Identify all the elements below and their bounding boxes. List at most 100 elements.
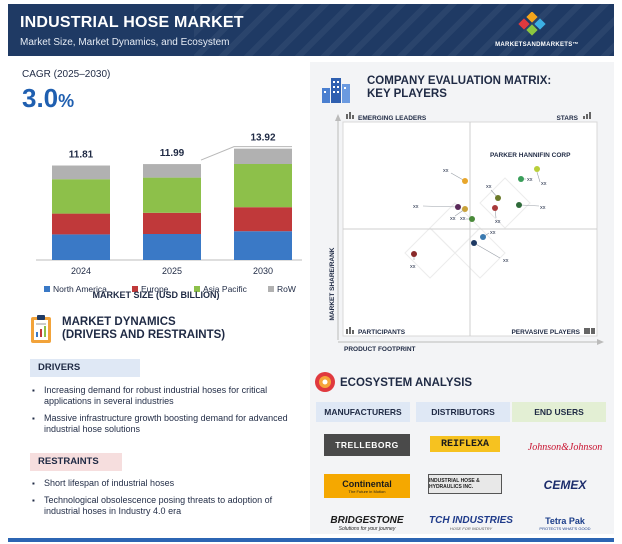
matrix-point-label: xx [460, 216, 466, 222]
chart-title: MARKET SIZE (USD BILLION) [92, 290, 220, 300]
pervasive-players-icon [584, 328, 595, 334]
matrix-title-line1: COMPANY EVALUATION MATRIX: [367, 75, 552, 87]
matrix-point [411, 251, 417, 257]
bar-segment-north-america-2030 [234, 231, 292, 260]
bar-segment-europe-2024 [52, 213, 110, 235]
matrix-point [462, 178, 468, 184]
matrix-point-label: xx [540, 205, 546, 211]
legend-swatch-north-america [44, 286, 50, 292]
drivers-list: Increasing demand for robust industrial … [30, 385, 302, 441]
manufacturers-header: MANUFACTURERS [316, 402, 410, 422]
quadrant-participants: PARTICIPANTS [358, 329, 406, 336]
x-tick-label-2024: 2024 [71, 266, 91, 276]
bar-segment-row-2025 [143, 164, 201, 178]
x-tick-label-2025: 2025 [162, 266, 182, 276]
tch-name: TCH INDUSTRIES [429, 515, 513, 526]
growth-connector [200, 146, 292, 161]
right-panel: COMPANY EVALUATION MATRIX: KEY PLAYERS E… [310, 62, 614, 534]
tch-tagline: HOSE FOR INDUSTRY [449, 526, 493, 531]
header-banner: INDUSTRIAL HOSE MARKET Market Size, Mark… [8, 4, 614, 56]
header-pattern [194, 4, 614, 56]
matrix-point [455, 204, 461, 210]
y-axis-arrowhead [335, 114, 341, 121]
footer-bar [8, 538, 614, 542]
bridgestone-logo: BRIDGESTONE Solutions for your journey [324, 512, 410, 534]
buildings-icon [322, 78, 350, 103]
matrix-point-label: xx [486, 184, 492, 190]
x-axis-title: PRODUCT FOOTPRINT [344, 346, 416, 353]
cagr-label: CAGR (2025–2030) [22, 69, 111, 80]
tetra-name: Tetra Pak [545, 515, 585, 526]
page-title: INDUSTRIAL HOSE MARKET [20, 14, 244, 31]
matrix-point-connector [520, 204, 540, 207]
stars-icon [583, 112, 591, 119]
page-subtitle: Market Size, Market Dynamics, and Ecosys… [20, 37, 230, 48]
industrial-hose-logo: INDUSTRIAL HOSE & HYDRAULICS INC. [428, 474, 502, 494]
end-users-header: END USERS [512, 402, 606, 422]
quadrant-emerging-leaders: EMERGING LEADERS [358, 115, 427, 122]
bar-segment-row-2030 [234, 148, 292, 164]
matrix-point [492, 205, 498, 211]
company-evaluation-matrix: EMERGING LEADERS STARS PARTICIPANTS PERV… [329, 112, 604, 353]
matrix-point-label: xx [527, 177, 533, 183]
matrix-point-connector [473, 242, 501, 259]
matrix-point-label: xx [443, 168, 449, 174]
list-item: Massive infrastructure growth boosting d… [30, 413, 302, 435]
dynamics-title-line1: MARKET DYNAMICS [62, 316, 176, 328]
matrix-point [495, 195, 501, 201]
legend-label-row: RoW [277, 284, 296, 294]
matrix-diamond-pattern [404, 177, 531, 279]
quadrant-stars: STARS [556, 115, 578, 122]
bridgestone-tagline: Solutions for your journey [338, 525, 396, 532]
bridgestone-name: BRIDGESTONE [330, 514, 404, 526]
dynamics-title: MARKET DYNAMICS (DRIVERS AND RESTRAINTS) [62, 316, 225, 342]
johnson-johnson-logo: Johnson&Johnson [527, 441, 603, 453]
total-label-2030: 13.92 [250, 133, 275, 144]
matrix-point [471, 240, 477, 246]
list-item: Technological obsolescence posing threat… [30, 495, 302, 517]
matrix-point [516, 202, 522, 208]
x-tick-label-2030: 2030 [253, 266, 273, 276]
legend-label-asia-pacific: Asia Pacific [203, 284, 248, 294]
x-axis-arrowhead [597, 339, 604, 345]
legend-swatch-row [268, 286, 274, 292]
tetra-pak-logo: Tetra Pak PROTECTS WHAT'S GOOD [522, 512, 608, 534]
ecosystem-icon [315, 372, 335, 392]
continental-tagline: The Future in Motion [348, 488, 386, 494]
brand-diamonds-icon [518, 12, 546, 36]
distributors-header: DISTRIBUTORS [416, 402, 510, 422]
clipboard-chart-icon [31, 315, 51, 343]
y-axis-title: MARKET SHARE/RANK [329, 247, 336, 320]
matrix-point-label: xx [495, 219, 501, 225]
legend-swatch-asia-pacific [194, 286, 200, 292]
trelleborg-logo: TRELLEBORG [324, 434, 410, 456]
tch-industries-logo: TCH INDUSTRIES HOSE FOR INDUSTRY [428, 512, 514, 534]
matrix-point-label: xx [541, 181, 547, 187]
matrix-title: COMPANY EVALUATION MATRIX: KEY PLAYERS [367, 75, 551, 101]
cemex-logo: CEMEX [543, 478, 587, 492]
dynamics-title-line2: (DRIVERS AND RESTRAINTS) [62, 329, 226, 341]
total-label-2024: 11.81 [69, 150, 94, 161]
reiflexa-logo: REIFLEXA [430, 436, 500, 452]
quadrant-pervasive-players: PERVASIVE PLAYERS [511, 329, 580, 336]
matrix-point [518, 176, 524, 182]
matrix-point [469, 216, 475, 222]
market-size-chart: 11.81 2024 11.99 2025 13.92 2030 North America… [36, 133, 302, 294]
cagr-value: 3.0% [22, 83, 74, 114]
restraints-list: Short lifespan of industrial hoses Techn… [30, 478, 302, 523]
matrix-point-label: xx [503, 258, 509, 264]
legend-label-europe: Europe [141, 284, 169, 294]
left-panel: CAGR (2025–2030) 3.0% 11.81 2024 11.99 2025… [8, 62, 304, 534]
matrix-point [462, 206, 468, 212]
list-item: Short lifespan of industrial hoses [30, 478, 302, 489]
highlight-company-label: PARKER HANNIFIN CORP [490, 152, 571, 159]
restraints-label: RESTRAINTS [30, 453, 122, 471]
matrix-point-connector [536, 171, 541, 183]
bar-segment-north-america-2024 [52, 234, 110, 260]
continental-name: Continental [342, 478, 392, 489]
continental-logo: Continental The Future in Motion [324, 474, 410, 498]
list-item: Increasing demand for robust industrial … [30, 385, 302, 407]
matrix-point-connector [422, 205, 459, 208]
brand-name: MARKETSANDMARKETS™ [495, 42, 579, 48]
